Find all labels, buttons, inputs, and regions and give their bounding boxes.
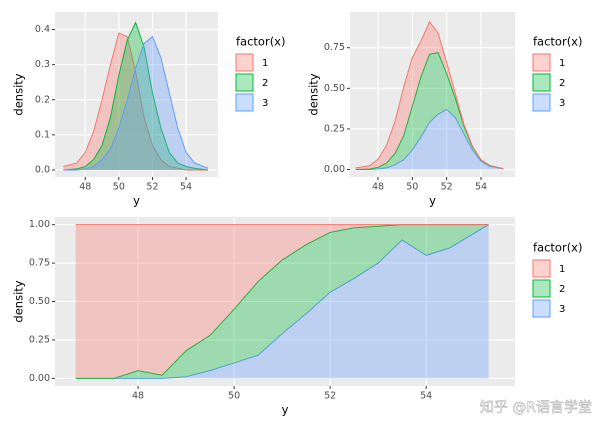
y-tick-label: 0.75 <box>324 42 345 53</box>
legend-key <box>532 279 551 298</box>
x-tick-label: 52 <box>146 182 158 193</box>
legend-label: 2 <box>559 284 565 295</box>
legend-key <box>235 73 254 92</box>
density-area <box>63 33 208 170</box>
x-axis-title: y <box>282 403 289 417</box>
x-tick-label: 48 <box>79 182 91 193</box>
y-tick-label: 1.00 <box>29 219 50 230</box>
y-tick-label: 0.2 <box>35 94 50 105</box>
y-tick-label: 0.75 <box>29 258 50 269</box>
legend-key <box>532 93 551 112</box>
density-area <box>75 224 489 379</box>
legend-label: 3 <box>262 98 268 109</box>
y-tick-label: 0.25 <box>29 334 50 345</box>
legend-label: 2 <box>262 78 268 89</box>
legend-label: 1 <box>262 58 268 69</box>
legend-key <box>235 53 254 72</box>
density-area <box>75 224 489 379</box>
y-tick-label: 0.1 <box>35 129 50 140</box>
x-tick-label: 48 <box>372 182 384 193</box>
plot-background <box>55 12 218 177</box>
x-tick-label: 50 <box>113 182 125 193</box>
density-line <box>75 224 489 379</box>
y-axis-title: density <box>307 73 321 115</box>
y-tick-label: 0.00 <box>29 373 50 384</box>
x-tick-label: 54 <box>420 391 432 402</box>
density-line <box>63 21 208 171</box>
density-line <box>63 35 209 171</box>
x-tick-label: 50 <box>406 182 418 193</box>
legend-key <box>235 93 254 112</box>
density-area <box>63 36 208 170</box>
x-axis-title: y <box>133 194 140 208</box>
x-tick-label: 48 <box>132 391 144 402</box>
y-tick-label: 0.25 <box>324 123 345 134</box>
legend-label: 1 <box>559 58 565 69</box>
y-tick-label: 0.0 <box>35 164 50 175</box>
x-tick-label: 52 <box>324 391 336 402</box>
y-tick-label: 0.3 <box>35 59 50 70</box>
legend-key <box>532 259 551 278</box>
y-tick-label: 0.50 <box>324 83 345 94</box>
legend-title: factor(x) <box>533 241 582 255</box>
x-axis-title: y <box>429 194 436 208</box>
density-line <box>63 32 208 171</box>
y-tick-label: 0.00 <box>324 164 345 175</box>
legend-label: 1 <box>559 264 565 275</box>
x-tick-label: 52 <box>441 182 453 193</box>
y-tick-label: 0.4 <box>35 24 50 35</box>
legend-label: 3 <box>559 98 565 109</box>
density-line <box>355 108 504 171</box>
density-area <box>63 22 208 170</box>
legend-key <box>532 73 551 92</box>
density-area <box>355 52 504 170</box>
x-tick-label: 54 <box>475 182 487 193</box>
legend-title: factor(x) <box>236 35 285 49</box>
density-area <box>355 109 504 170</box>
legend-title: factor(x) <box>533 35 582 49</box>
density-line <box>355 20 504 170</box>
y-axis-title: density <box>12 73 26 115</box>
x-tick-label: 54 <box>180 182 192 193</box>
legend-label: 2 <box>559 78 565 89</box>
legend-label: 3 <box>559 304 565 315</box>
legend-key <box>532 53 551 72</box>
watermark: 知乎 @R语言学堂 <box>480 399 592 416</box>
density-area <box>355 21 504 170</box>
x-tick-label: 50 <box>228 391 240 402</box>
density-area <box>75 224 489 379</box>
y-tick-label: 0.50 <box>29 296 50 307</box>
y-axis-title: density <box>12 280 26 322</box>
legend-key <box>532 299 551 318</box>
